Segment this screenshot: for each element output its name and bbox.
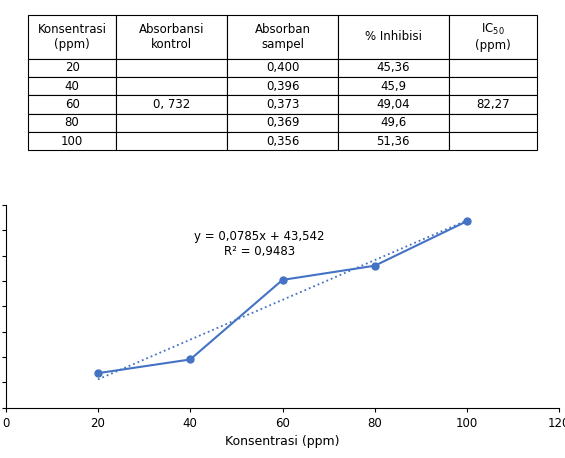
Text: y = 0,0785x + 43,542
R² = 0,9483: y = 0,0785x + 43,542 R² = 0,9483 [194, 230, 325, 258]
X-axis label: Konsentrasi (ppm): Konsentrasi (ppm) [225, 435, 340, 448]
